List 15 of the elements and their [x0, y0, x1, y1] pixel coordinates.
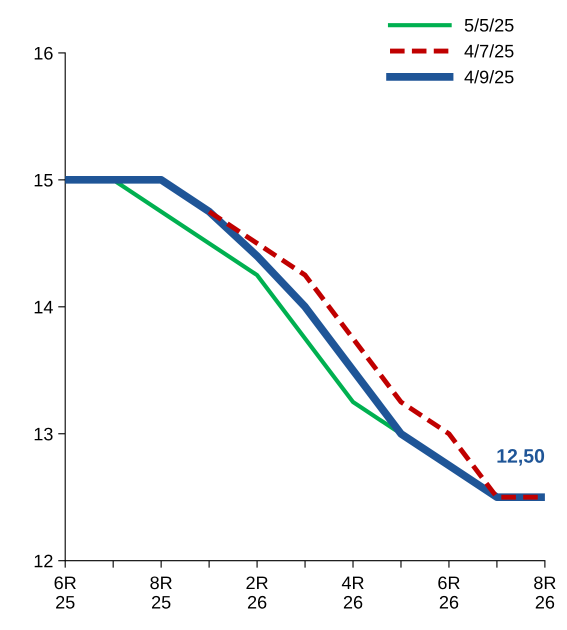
- x-tick-label: 4R 26: [342, 576, 364, 609]
- y-tick-label: 16: [34, 46, 53, 60]
- y-tick-label: 13: [34, 428, 53, 440]
- x-tick-label: 8R 25: [150, 576, 172, 609]
- x-tick-label: 2R 26: [246, 576, 268, 609]
- legend-label: 4/7/25: [464, 44, 514, 58]
- x-tick-label: 6R 26: [438, 576, 460, 609]
- y-tick-label: 12: [34, 554, 52, 568]
- y-tick-label: 14: [34, 300, 53, 314]
- x-tick-label: 8R 26: [534, 576, 556, 609]
- annotation: 12,50: [497, 449, 544, 466]
- y-tick-label: 15: [34, 174, 53, 187]
- legend-label: 4/9/25: [464, 70, 514, 84]
- x-tick-label: 6R 25: [54, 576, 76, 609]
- legend-label: 5/5/25: [464, 18, 514, 32]
